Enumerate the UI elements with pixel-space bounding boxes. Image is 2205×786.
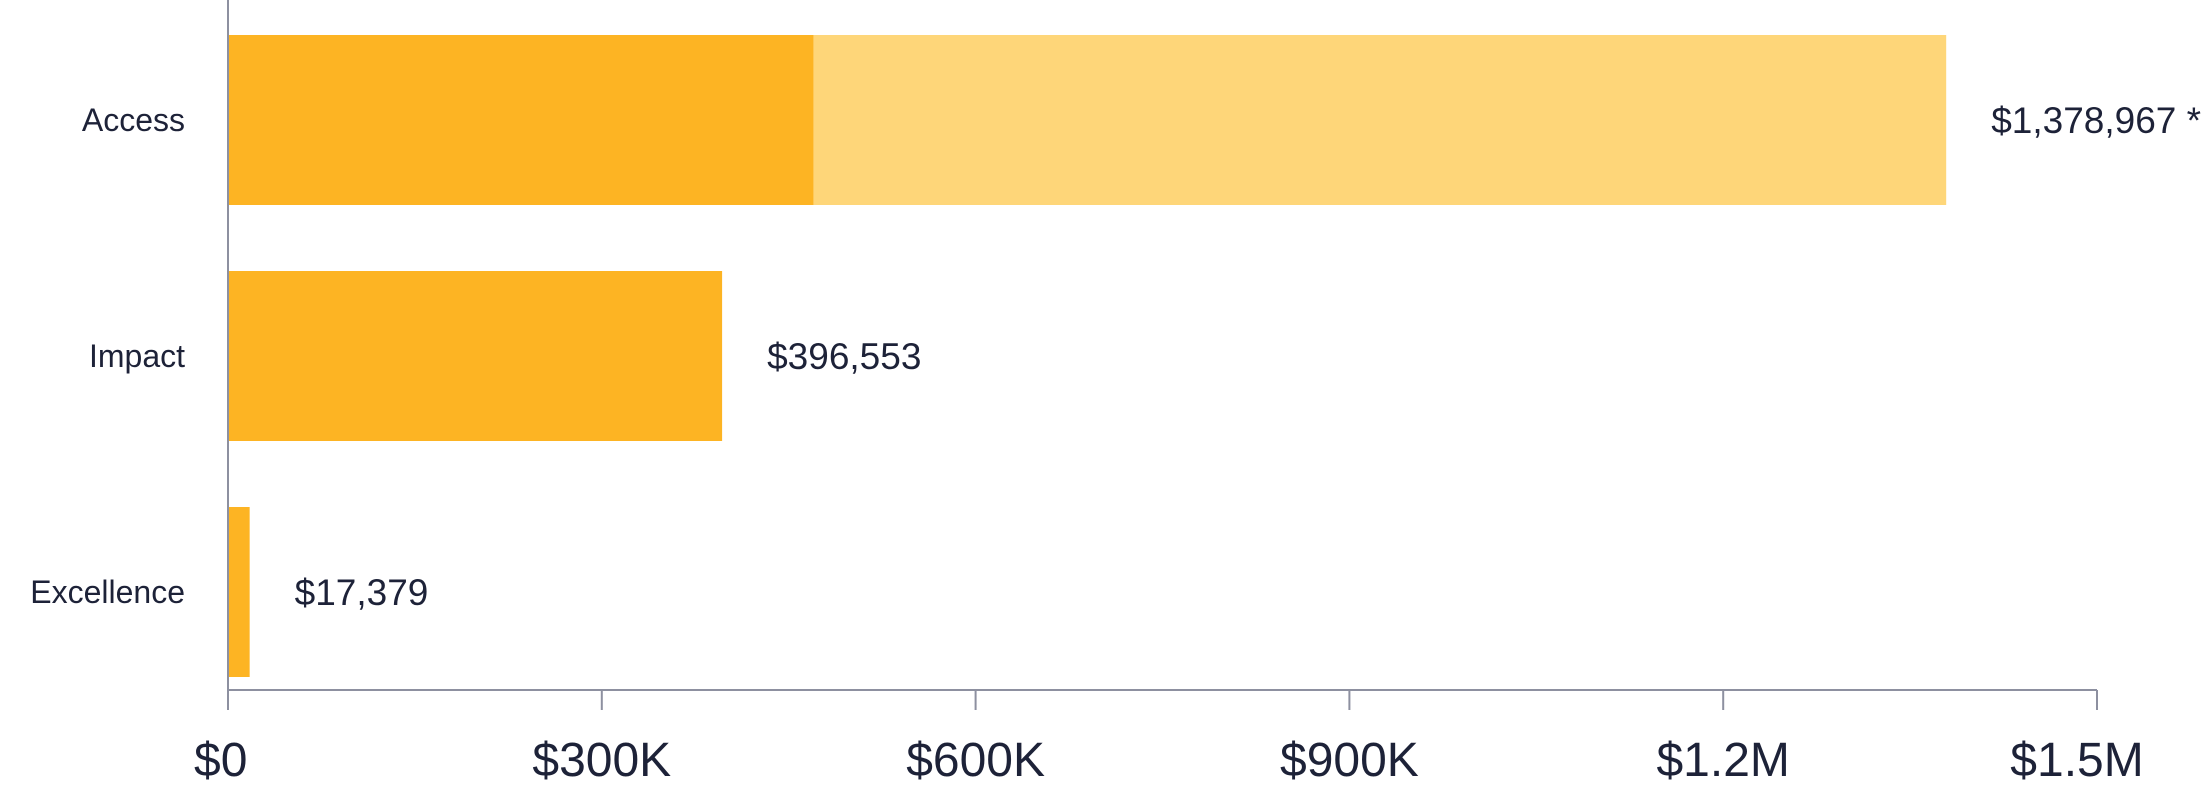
bar-access-segment-1 (228, 35, 814, 205)
data-label-access: $1,378,967 * (1991, 100, 2201, 141)
bar-impact-segment-1 (228, 271, 723, 441)
category-labels: Access Impact Excellence (30, 102, 185, 610)
data-label-excellence: $17,379 (295, 572, 429, 613)
bar-excellence-segment-1 (228, 507, 250, 677)
bars-group (228, 35, 1947, 677)
x-tick-label: $1.5M (2010, 734, 2143, 786)
bar-access-segment-2 (813, 35, 1947, 205)
x-tick-label: $600K (906, 734, 1045, 786)
x-tick-label: $900K (1280, 734, 1419, 786)
data-labels: $1,378,967 * $396,553 $17,379 (295, 100, 2201, 613)
x-tick-label: $0 (194, 734, 247, 786)
x-tick-label: $300K (532, 734, 671, 786)
data-label-impact: $396,553 (767, 336, 921, 377)
category-label-impact: Impact (89, 338, 185, 374)
category-label-access: Access (82, 102, 185, 138)
axes-group: $0 $300K $600K $900K $1.2M $1.5M (194, 0, 2144, 786)
category-label-excellence: Excellence (30, 574, 185, 610)
x-tick-label: $1.2M (1656, 734, 1789, 786)
